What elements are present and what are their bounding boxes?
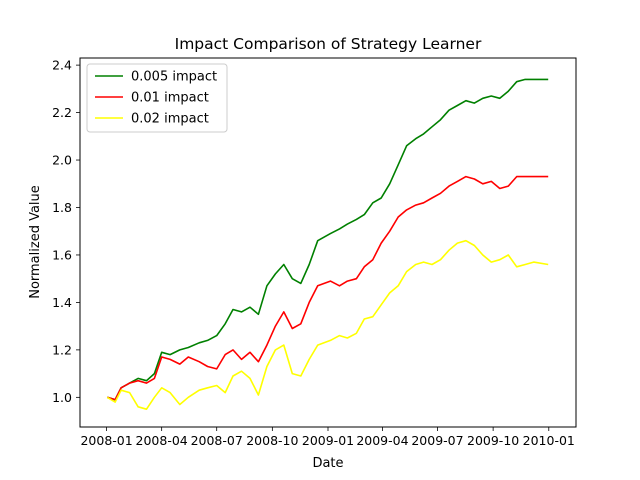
x-tick-label: 2008-07 (191, 433, 243, 448)
series-layer (106, 78, 549, 411)
x-axis: 2008-01 2008-04 2008-07 2008-10 2009-01 2009-… (80, 427, 575, 448)
series-line-1 (106, 78, 549, 401)
x-tick-label: 2009-07 (411, 433, 463, 448)
legend-items: 0.005 impact 0.01 impact 0.02 impact (95, 70, 217, 127)
legend-label-2: 0.01 impact (131, 91, 209, 106)
y-tick-label: 2.2 (52, 105, 72, 120)
legend-box (86, 63, 228, 133)
x-tick-label: 2010-01 (523, 433, 575, 448)
y-tick-label: 1.8 (52, 200, 72, 215)
chart-title: Impact Comparison of Strategy Learner (175, 35, 482, 53)
y-tick-label: 1.0 (52, 390, 72, 405)
series-line-2 (106, 175, 549, 401)
legend-label-3: 0.02 impact (131, 112, 209, 127)
legend-label-1: 0.005 impact (131, 70, 217, 85)
y-axis: 1.0 1.2 1.4 1.6 1.8 2.0 2.2 2.4 (52, 58, 80, 405)
x-tick-label: 2009-01 (302, 433, 354, 448)
y-tick-label: 2.0 (52, 153, 72, 168)
x-tick-label: 2009-10 (467, 433, 519, 448)
x-tick-label: 2008-01 (80, 433, 132, 448)
y-axis-label: Normalized Value (28, 185, 43, 299)
x-axis-label: Date (312, 456, 343, 471)
y-tick-label: 2.4 (52, 58, 72, 73)
y-tick-label: 1.2 (52, 342, 72, 357)
y-tick-label: 1.6 (52, 247, 72, 262)
series-line-3 (106, 239, 549, 411)
x-tick-label: 2008-04 (136, 433, 188, 448)
x-tick-label: 2008-10 (246, 433, 298, 448)
y-tick-label: 1.4 (52, 295, 72, 310)
legend: 0.005 impact 0.01 impact 0.02 impact (86, 63, 228, 133)
x-tick-label: 2009-04 (356, 433, 408, 448)
